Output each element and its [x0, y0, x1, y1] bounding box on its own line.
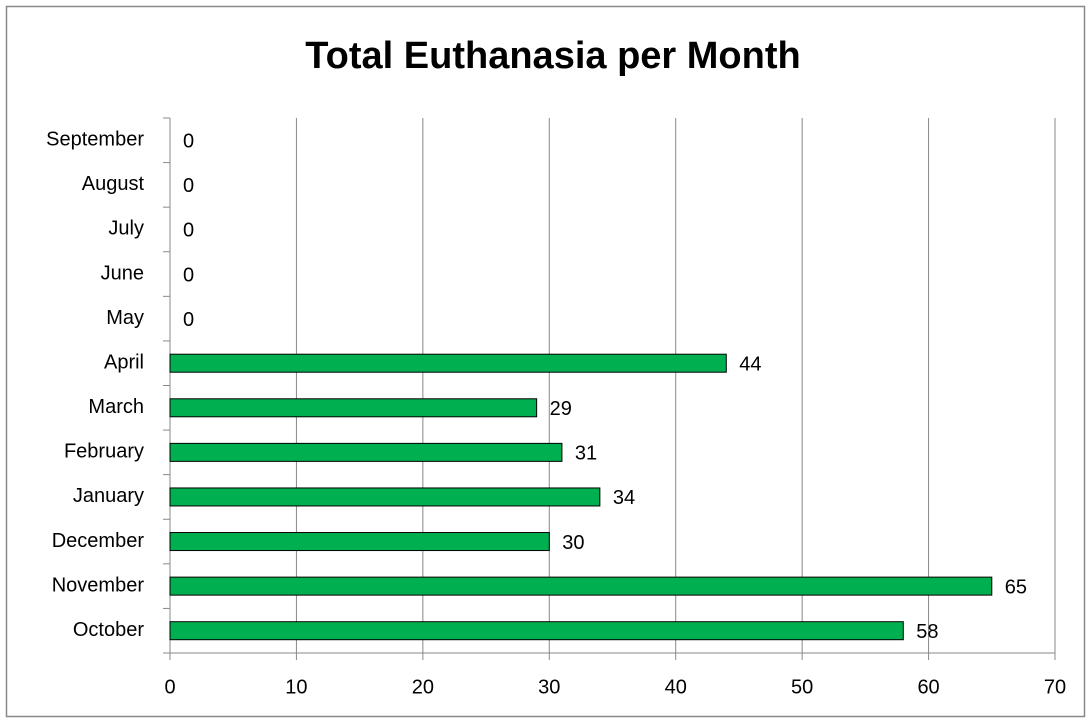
y-tick-label: July: [108, 218, 144, 240]
bar: [169, 621, 904, 641]
chart-title: Total Euthanasia per Month: [305, 35, 800, 77]
y-tick-label: January: [73, 485, 144, 507]
bar: [169, 398, 538, 418]
x-tick-label: 40: [665, 676, 687, 698]
data-label: 29: [550, 398, 572, 420]
y-tick-label: October: [73, 619, 144, 641]
x-tick-label: 60: [917, 676, 939, 698]
y-tick-label: August: [82, 173, 145, 195]
bar: [169, 487, 601, 507]
data-label: 0: [183, 264, 194, 286]
y-tick-label: May: [106, 307, 144, 329]
x-tick-label: 50: [791, 676, 813, 698]
bar: [169, 576, 993, 596]
bar: [169, 532, 550, 552]
data-label: 30: [562, 532, 584, 554]
data-label: 0: [183, 175, 194, 197]
data-label: 65: [1005, 576, 1027, 598]
y-tick-label: March: [88, 396, 144, 418]
x-tick-label: 70: [1044, 676, 1066, 698]
data-label: 34: [613, 487, 635, 509]
data-label: 0: [183, 309, 194, 331]
bar: [169, 442, 563, 462]
y-tick-label: November: [52, 574, 145, 596]
x-tick-label: 20: [412, 676, 434, 698]
data-label: 44: [739, 353, 761, 375]
data-label: 58: [916, 621, 938, 643]
data-label: 0: [183, 131, 194, 153]
data-label: 31: [575, 443, 597, 465]
y-tick-label: February: [64, 441, 144, 463]
data-label: 0: [183, 220, 194, 242]
y-tick-label: April: [104, 351, 144, 373]
y-tick-label: December: [52, 530, 145, 552]
x-tick-label: 30: [538, 676, 560, 698]
x-tick-label: 10: [285, 676, 307, 698]
bar: [169, 353, 727, 373]
y-tick-label: September: [46, 129, 144, 151]
y-tick-label: June: [101, 262, 144, 284]
x-tick-label: 0: [164, 676, 175, 698]
